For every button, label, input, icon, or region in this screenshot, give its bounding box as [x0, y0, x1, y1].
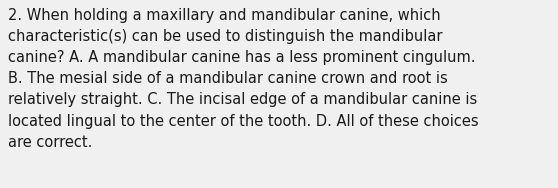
Text: 2. When holding a maxillary and mandibular canine, which
characteristic(s) can b: 2. When holding a maxillary and mandibul… [8, 8, 479, 150]
